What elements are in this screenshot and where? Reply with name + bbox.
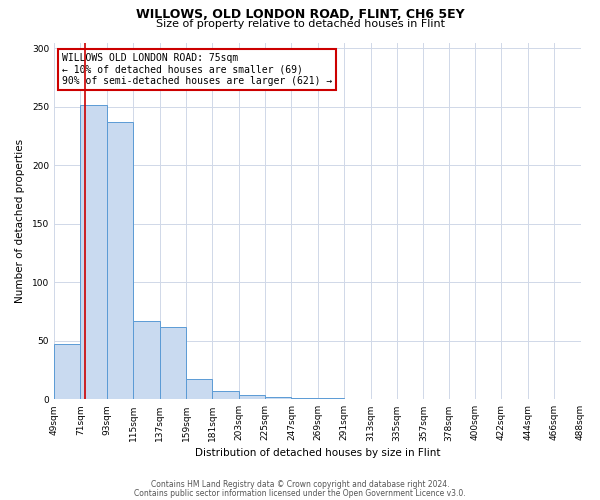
Bar [133,321,160,400]
Bar [318,398,344,400]
Bar [212,391,239,400]
Bar [239,394,265,400]
X-axis label: Distribution of detached houses by size in Flint: Distribution of detached houses by size … [194,448,440,458]
Text: Contains public sector information licensed under the Open Government Licence v3: Contains public sector information licen… [134,488,466,498]
Text: Contains HM Land Registry data © Crown copyright and database right 2024.: Contains HM Land Registry data © Crown c… [151,480,449,489]
Text: WILLOWS, OLD LONDON ROAD, FLINT, CH6 5EY: WILLOWS, OLD LONDON ROAD, FLINT, CH6 5EY [136,8,464,20]
Bar [292,398,318,400]
Y-axis label: Number of detached properties: Number of detached properties [15,139,25,303]
Bar [160,327,186,400]
Text: WILLOWS OLD LONDON ROAD: 75sqm
← 10% of detached houses are smaller (69)
90% of : WILLOWS OLD LONDON ROAD: 75sqm ← 10% of … [62,53,332,86]
Bar [54,344,80,400]
Bar [80,104,107,400]
Bar [107,122,133,400]
Bar [265,397,292,400]
Text: Size of property relative to detached houses in Flint: Size of property relative to detached ho… [155,19,445,29]
Bar [186,380,212,400]
